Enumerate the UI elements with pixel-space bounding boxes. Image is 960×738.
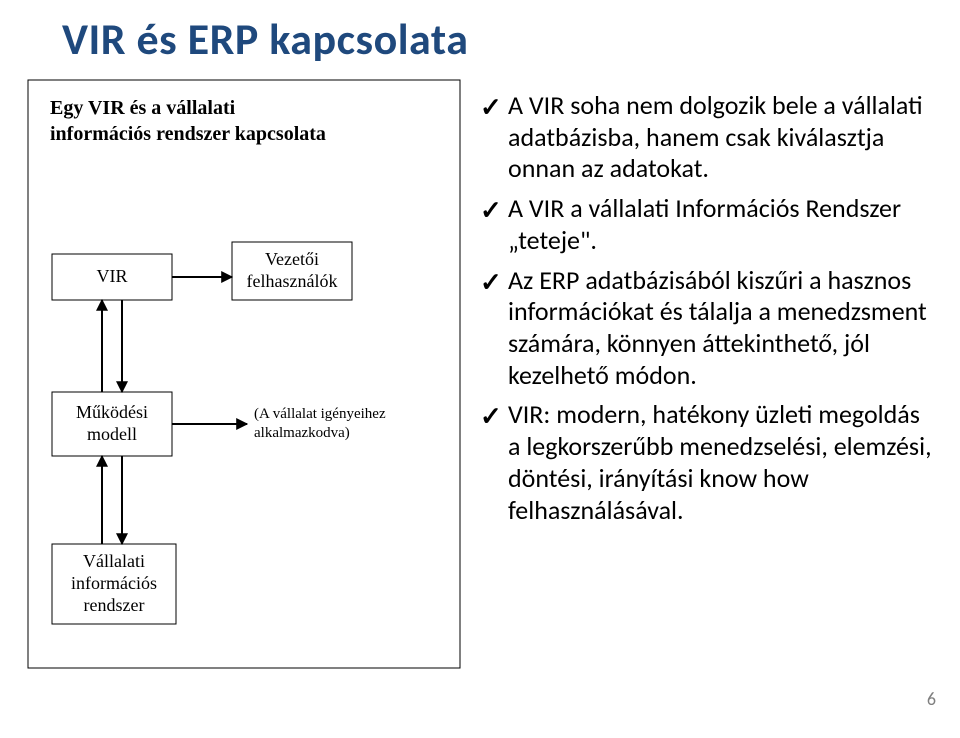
diagram-container: Egy VIR és a vállalati információs rendsz…: [22, 74, 466, 679]
bullets-list: ✓ A VIR soha nem dolgozik bele a vállala…: [466, 74, 932, 534]
svg-text:rendszer: rendszer: [84, 595, 145, 615]
bullet-item: ✓ VIR: modern, hatékony üzleti megoldás …: [480, 399, 932, 526]
svg-text:Vezetői: Vezetői: [265, 249, 319, 269]
bullet-item: ✓ Az ERP adatbázisából kiszűri a hasznos…: [480, 265, 932, 392]
bullet-item: ✓ A VIR a vállalati Információs Rendszer…: [480, 193, 932, 256]
bullet-text: A VIR soha nem dolgozik bele a vállalati…: [508, 89, 923, 184]
svg-text:Egy VIR és a vállalati: Egy VIR és a vállalati: [50, 97, 236, 119]
svg-text:modell: modell: [87, 424, 137, 444]
bullet-text: VIR: modern, hatékony üzleti megoldás a …: [508, 398, 932, 525]
svg-text:információs rendszer kapcsolat: információs rendszer kapcsolata: [50, 123, 326, 145]
diagram-svg: Egy VIR és a vállalati információs rendsz…: [22, 74, 466, 674]
svg-text:Működési: Működési: [76, 402, 148, 422]
check-icon: ✓: [480, 267, 502, 299]
svg-text:alkalmazkodva): alkalmazkodva): [254, 425, 350, 441]
svg-text:VIR: VIR: [97, 266, 128, 286]
check-icon: ✓: [480, 92, 502, 124]
check-icon: ✓: [480, 195, 502, 227]
page-title: VIR és ERP kapcsolata: [62, 12, 932, 66]
svg-text:Vállalati: Vállalati: [83, 551, 145, 571]
svg-text:(A vállalat igényeihez: (A vállalat igényeihez: [254, 406, 386, 422]
slide: VIR és ERP kapcsolata Egy VIR és a válla…: [0, 0, 960, 738]
bullet-text: A VIR a vállalati Információs Rendszer „…: [508, 192, 901, 256]
bullet-text: Az ERP adatbázisából kiszűri a hasznos i…: [508, 264, 927, 391]
page-number: 6: [927, 688, 936, 710]
svg-text:információs: információs: [71, 573, 157, 593]
check-icon: ✓: [480, 401, 502, 433]
svg-text:felhasználók: felhasználók: [247, 271, 338, 291]
bullet-item: ✓ A VIR soha nem dolgozik bele a vállala…: [480, 90, 932, 185]
content-row: Egy VIR és a vállalati információs rendsz…: [28, 74, 932, 679]
